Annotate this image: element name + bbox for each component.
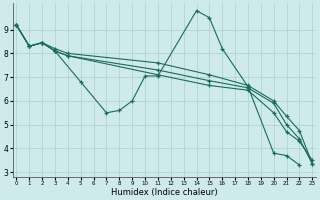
X-axis label: Humidex (Indice chaleur): Humidex (Indice chaleur) (111, 188, 218, 197)
